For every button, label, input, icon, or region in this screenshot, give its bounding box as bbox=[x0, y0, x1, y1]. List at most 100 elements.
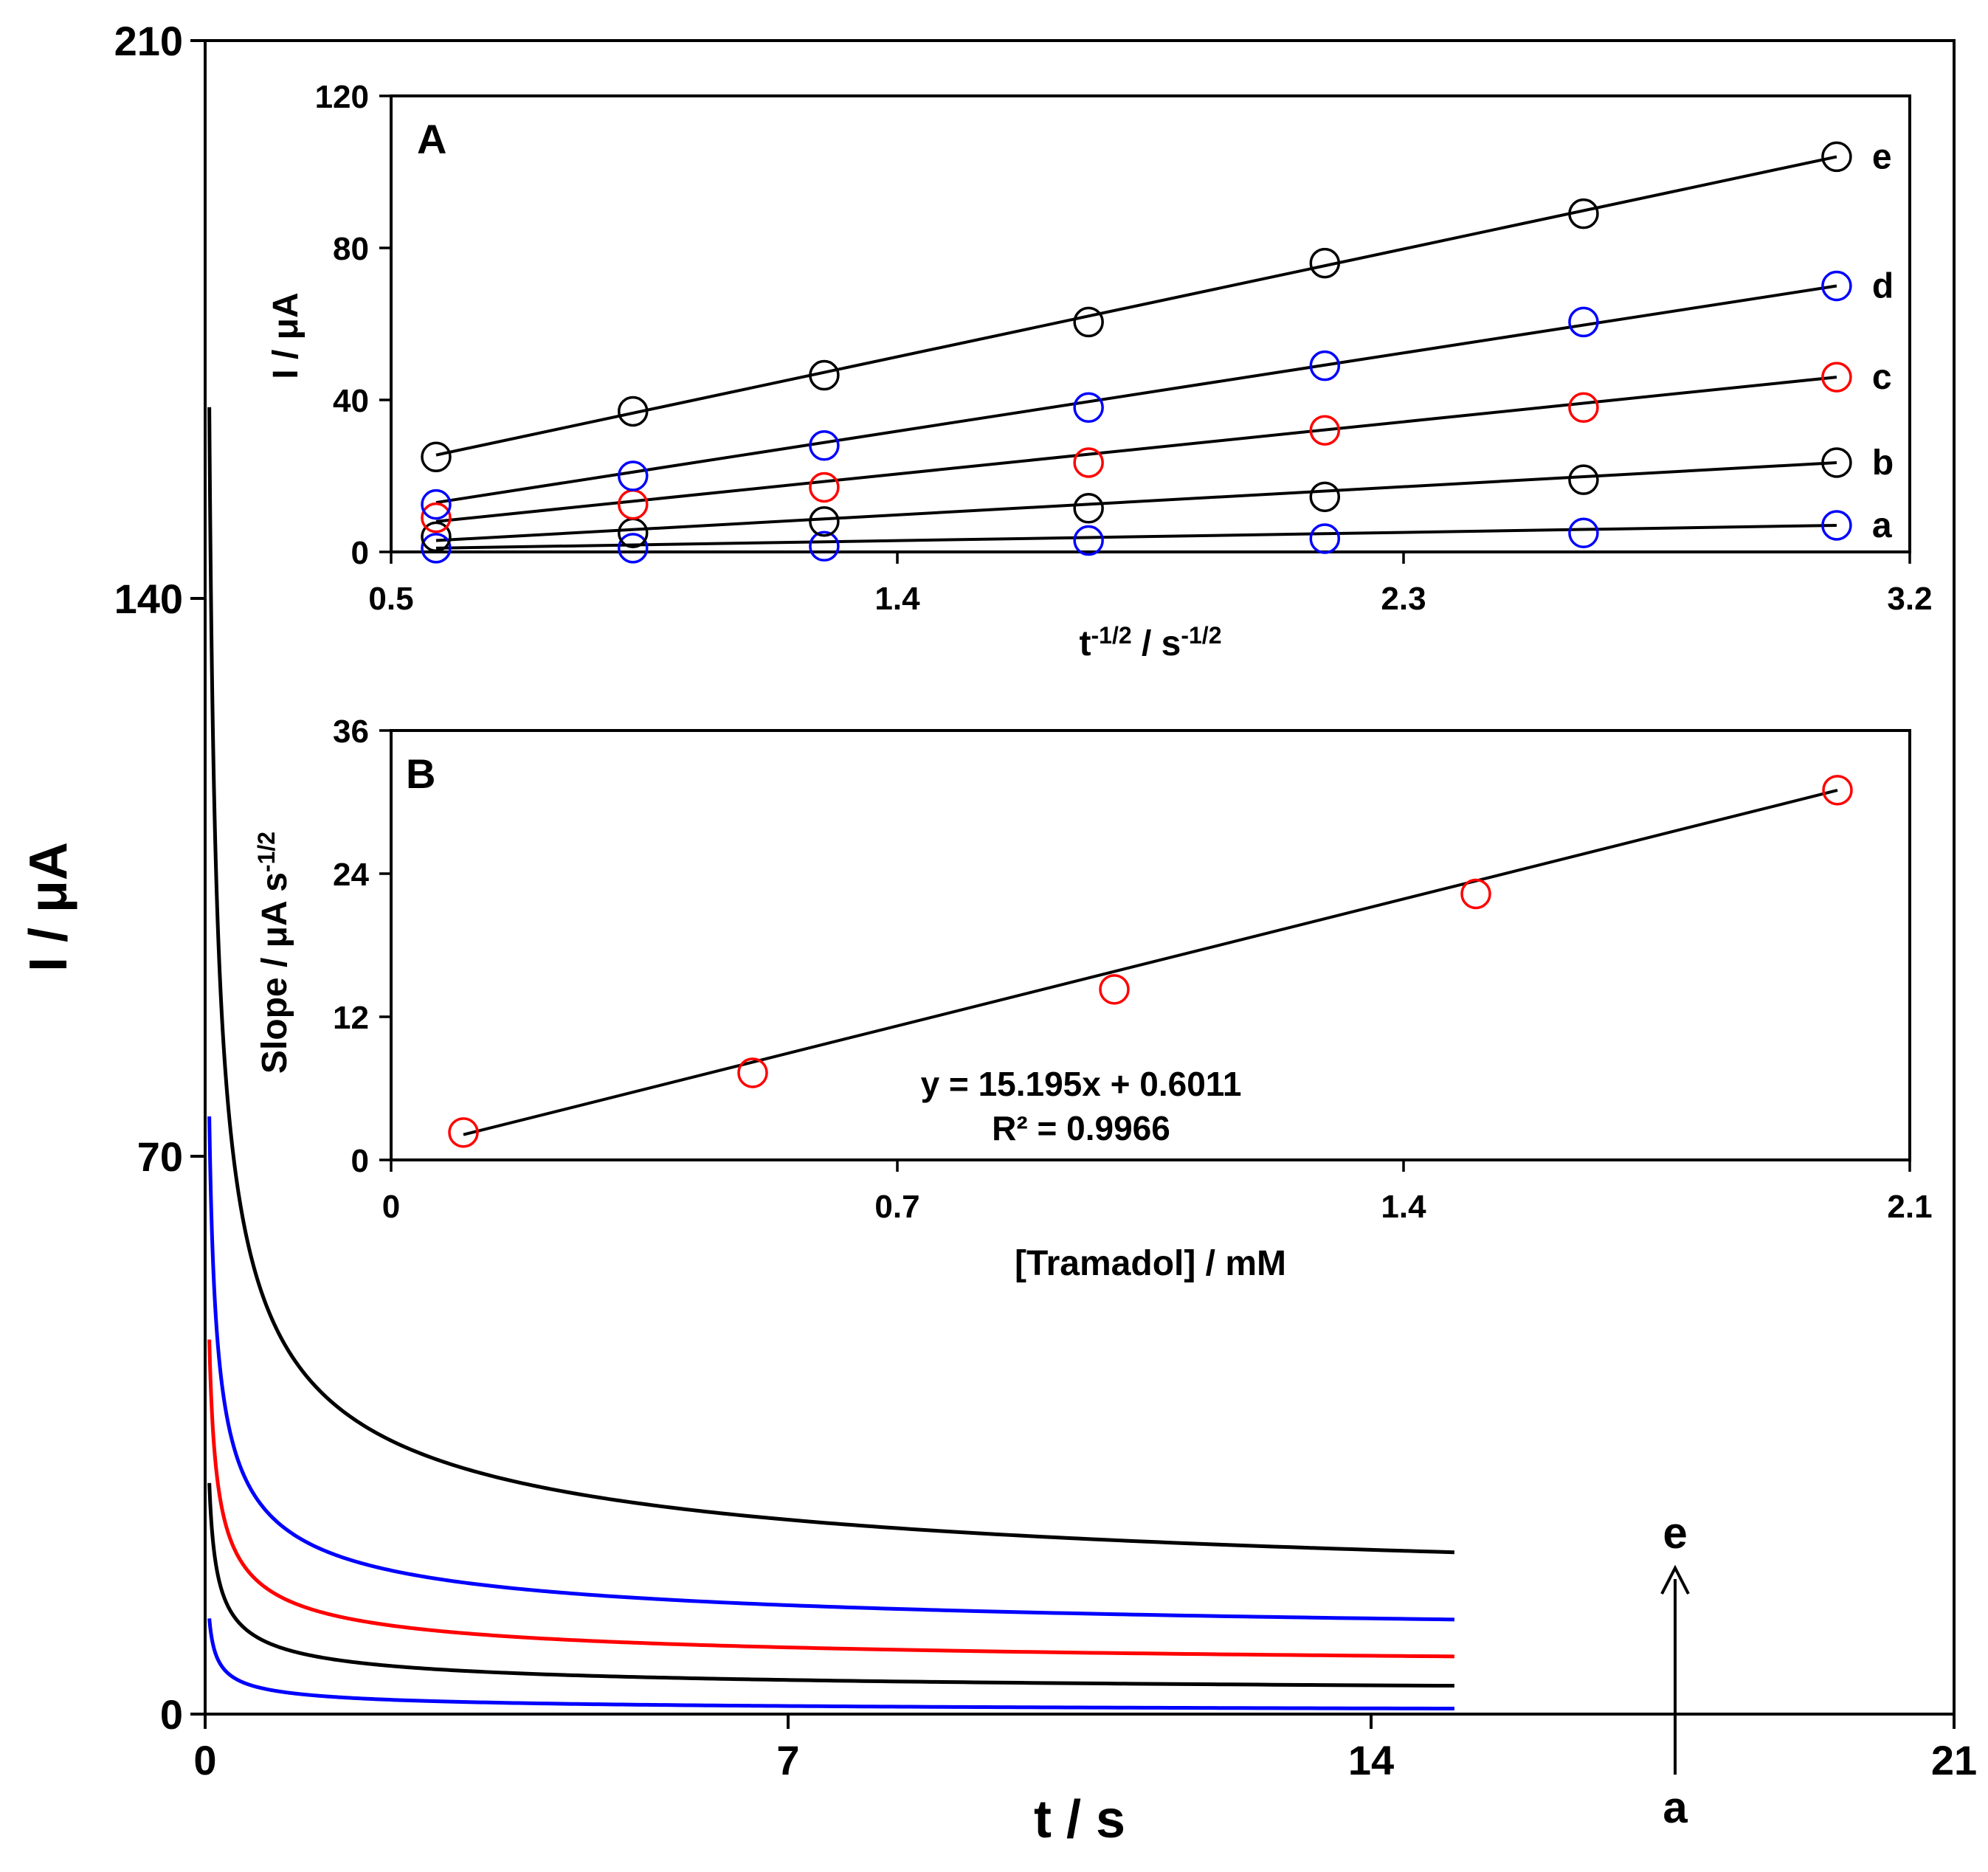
arrow-label-start: a bbox=[1663, 1783, 1688, 1832]
inset-a-x-axis-label-superscript: -1/2 bbox=[1091, 622, 1132, 649]
arrow-head-icon bbox=[1660, 1564, 1690, 1595]
inset-a-series-b-point bbox=[809, 506, 840, 537]
main-series-c-curve bbox=[207, 1339, 1454, 1659]
main-y-tick-label: 0 bbox=[160, 1691, 183, 1738]
inset-b-x-tick-label: 0 bbox=[382, 1189, 400, 1225]
main-y-axis-label: I / μA bbox=[19, 842, 78, 972]
inset-a-x-tick-label: 1.4 bbox=[874, 581, 920, 617]
inset-a-series-d-point bbox=[1309, 350, 1341, 381]
inset-a-series-c-point bbox=[1073, 447, 1104, 478]
inset-a-x-axis-label-part: / s bbox=[1132, 624, 1181, 663]
inset-a-y-tick-label: 0 bbox=[351, 535, 369, 571]
inset-a-series-b-point bbox=[1073, 493, 1104, 524]
inset-a-series-b-point bbox=[1821, 447, 1852, 478]
inset-b-fit-equation: y = 15.195x + 0.6011 bbox=[921, 1065, 1242, 1103]
inset-a-series-b-point bbox=[1568, 464, 1599, 495]
inset-b-data-point bbox=[1460, 878, 1491, 910]
inset-a-series-c-point bbox=[1568, 392, 1599, 424]
inset-b-y-tick-label: 36 bbox=[333, 714, 369, 750]
inset-a-series-b-point bbox=[1309, 481, 1341, 513]
inset-a-series-a-label: a bbox=[1872, 506, 1892, 545]
inset-b-data-point bbox=[448, 1117, 479, 1148]
inset-b-y-axis-label-part: Slope / μA s bbox=[255, 872, 294, 1074]
inset-a-y-axis-label: I / μA bbox=[266, 292, 306, 379]
inset-b-y-tick-label: 12 bbox=[333, 1000, 369, 1036]
main-x-tick-label: 21 bbox=[1931, 1737, 1977, 1783]
inset-a-series-e-point bbox=[1821, 141, 1852, 173]
inset-a-series-e-point bbox=[421, 441, 452, 472]
inset-a-y-tick-label: 120 bbox=[315, 79, 369, 115]
main-x-tick-label: 14 bbox=[1348, 1737, 1394, 1783]
inset-a-frame bbox=[390, 94, 1911, 553]
inset-b-y-tick-label: 24 bbox=[333, 857, 369, 893]
inset-b-x-tick-label: 1.4 bbox=[1381, 1189, 1426, 1225]
inset-a-series-e-point bbox=[618, 396, 649, 427]
inset-b-y-axis-label: Slope / μA s-1/2 bbox=[253, 832, 294, 1074]
inset-a-series-d-point bbox=[618, 460, 649, 491]
main-y-tick-label: 70 bbox=[137, 1133, 183, 1180]
inset-a-series-a-fit-line bbox=[435, 523, 1837, 550]
inset-a-y-tick-label: 80 bbox=[333, 231, 369, 267]
inset-b-data-point bbox=[737, 1057, 768, 1088]
inset-a-series-b-fit-line bbox=[435, 460, 1837, 542]
inset-a-series-a-point bbox=[421, 533, 452, 564]
inset-a-series-b-label: b bbox=[1872, 443, 1894, 483]
inset-a-x-tick-label: 3.2 bbox=[1887, 581, 1932, 617]
inset-a-series-e-point bbox=[1568, 198, 1599, 229]
main-x-tick-label: 0 bbox=[193, 1737, 216, 1783]
inset-b-data-point bbox=[1099, 974, 1130, 1005]
inset-a-series-c-point bbox=[421, 502, 452, 533]
inset-a-series-e-label: e bbox=[1872, 137, 1892, 176]
inset-a-x-tick-label: 0.5 bbox=[368, 581, 413, 617]
main-y-tick-label: 140 bbox=[114, 576, 183, 622]
inset-a-series-d-point bbox=[809, 430, 840, 461]
inset-a-series-a-point bbox=[809, 531, 840, 562]
inset-b-x-tick-label: 0.7 bbox=[874, 1189, 919, 1225]
inset-b-r-squared: R² = 0.9966 bbox=[992, 1109, 1170, 1147]
inset-a-x-axis-label-part: t bbox=[1080, 624, 1091, 663]
inset-a-series-a-point bbox=[1309, 523, 1341, 554]
inset-a-y-tick-label: 40 bbox=[333, 383, 369, 419]
arrow-label-end: e bbox=[1663, 1508, 1687, 1558]
inset-b-fit-line bbox=[463, 789, 1838, 1136]
inset-a-series-c-point bbox=[809, 472, 840, 503]
main-series-a-curve bbox=[207, 1618, 1454, 1711]
inset-a-series-a-point bbox=[1568, 517, 1599, 548]
inset-a-series-a-point bbox=[618, 533, 649, 564]
inset-a-series-c-label: c bbox=[1872, 358, 1892, 397]
inset-a-series-d-point bbox=[421, 488, 452, 520]
main-x-tick-label: 7 bbox=[776, 1737, 799, 1783]
inset-a-series-b-point bbox=[421, 521, 452, 553]
main-y-tick-label: 210 bbox=[114, 18, 183, 64]
inset-a-series-c-point bbox=[1309, 415, 1341, 446]
inset-b-data-point bbox=[1822, 775, 1853, 806]
inset-a-series-e-point bbox=[1073, 306, 1104, 338]
main-series-d-curve bbox=[207, 1116, 1454, 1622]
inset-a-series-d-fit-line bbox=[435, 284, 1837, 505]
inset-a-series-c-point bbox=[1821, 362, 1852, 393]
inset-a-panel-label: A bbox=[417, 116, 446, 162]
inset-b-y-tick-label: 0 bbox=[351, 1143, 369, 1179]
inset-a-series-e-point bbox=[1309, 247, 1341, 279]
inset-b-y-axis-label-superscript: -1/2 bbox=[253, 832, 280, 872]
inset-a-series-d-point bbox=[1568, 306, 1599, 338]
main-x-axis-label: t / s bbox=[1034, 1790, 1125, 1849]
inset-a-x-tick-label: 2.3 bbox=[1381, 581, 1426, 617]
inset-a-series-d-label: d bbox=[1872, 267, 1894, 306]
inset-b-x-axis-label: [Tramadol] / mM bbox=[1015, 1244, 1286, 1283]
inset-a-series-a-point bbox=[1821, 510, 1852, 541]
inset-a-series-d-point bbox=[1073, 392, 1104, 424]
main-series-b-curve bbox=[207, 1482, 1454, 1688]
inset-a-series-d-point bbox=[1821, 270, 1852, 302]
inset-a-x-axis-label: t-1/2 / s-1/2 bbox=[1080, 622, 1222, 663]
inset-a-series-e-fit-line bbox=[435, 155, 1837, 457]
inset-b-panel-label: B bbox=[406, 750, 435, 797]
inset-b-x-tick-label: 2.1 bbox=[1887, 1189, 1932, 1225]
main-series-e-curve bbox=[207, 407, 1454, 1555]
inset-a-x-axis-label-superscript: -1/2 bbox=[1181, 622, 1221, 649]
inset-a-series-c-fit-line bbox=[435, 376, 1837, 523]
main-plot-frame bbox=[204, 39, 1956, 1716]
inset-a-series-e-point bbox=[809, 359, 840, 391]
